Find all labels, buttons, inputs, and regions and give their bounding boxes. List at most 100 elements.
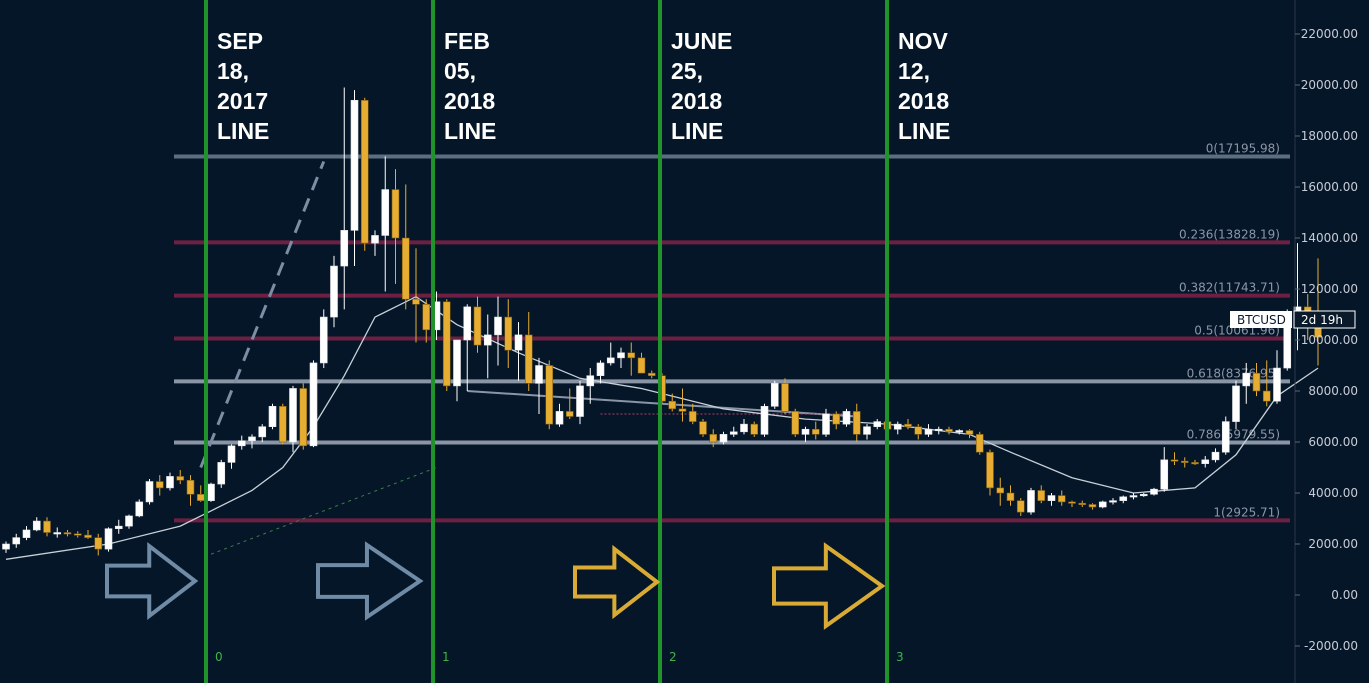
vertical-line-title-2-3: LINE: [671, 118, 723, 144]
candle-body-8: [84, 534, 92, 538]
candle-10: [104, 527, 113, 552]
vertical-line-title-2-1: 25,: [671, 58, 703, 84]
candle-114: [1170, 452, 1179, 465]
candle-101: [1037, 485, 1046, 504]
candle-body-122: [1252, 372, 1261, 392]
candle-112: [1150, 487, 1158, 496]
candle-body-49: [504, 316, 513, 351]
candle-body-88: [904, 423, 912, 427]
candle-body-78: [801, 428, 810, 435]
vertical-line-title-2-2: 2018: [671, 88, 722, 114]
candle-107: [1098, 500, 1107, 509]
candle-body-56: [576, 385, 584, 417]
candle-body-123: [1262, 390, 1271, 402]
candle-body-121: [1242, 372, 1251, 387]
candle-body-89: [914, 426, 923, 435]
candle-body-3: [32, 520, 41, 531]
candle-body-27: [278, 405, 287, 443]
candle-body-110: [1129, 495, 1138, 498]
candle-20: [207, 482, 215, 502]
candle-81: [832, 411, 841, 430]
candle-body-31: [319, 316, 328, 364]
candle-21: [217, 459, 226, 488]
candle-0: [2, 541, 10, 553]
candle-56: [576, 380, 584, 425]
candle-58: [596, 360, 605, 384]
candle-body-63: [647, 372, 656, 376]
candle-41: [422, 299, 431, 343]
candle-61: [627, 342, 636, 376]
price-tick-label-12: -2000.00: [1304, 639, 1358, 653]
candle-40: [412, 248, 420, 343]
candle-body-97: [996, 487, 1005, 494]
candle-92: [945, 426, 953, 435]
candle-body-76: [781, 383, 789, 412]
candle-body-104: [1068, 501, 1076, 504]
candle-body-36: [371, 235, 379, 244]
candle-91: [934, 426, 943, 435]
arrow-annotation-3: [772, 542, 886, 630]
arrow-annotation-2: [573, 544, 661, 620]
fib-level-label-6: 1(2925.71): [1213, 505, 1280, 519]
candle-body-61: [627, 352, 636, 359]
candle-67: [688, 403, 697, 425]
candle-88: [904, 419, 912, 430]
candle-body-29: [299, 388, 308, 447]
price-tick-label-2: 18000.00: [1301, 129, 1358, 143]
candle-70: [719, 431, 728, 445]
candle-body-111: [1139, 493, 1148, 497]
candle-body-73: [750, 423, 759, 435]
candle-36: [371, 230, 379, 256]
candle-71: [729, 426, 738, 437]
candle-body-91: [934, 428, 943, 432]
vertical-line-index-2: 2: [669, 650, 677, 664]
candle-25: [258, 424, 267, 442]
candle-body-107: [1098, 501, 1107, 508]
candle-body-53: [545, 365, 554, 425]
candle-43: [442, 299, 451, 391]
candle-103: [1057, 490, 1066, 506]
vertical-line-title-1-1: 05,: [444, 58, 476, 84]
candle-body-84: [863, 426, 871, 435]
candle-body-108: [1109, 500, 1117, 503]
candle-1: [12, 533, 21, 548]
candle-104: [1068, 500, 1076, 508]
candle-body-47: [483, 334, 492, 346]
candle-body-37: [381, 189, 390, 236]
candle-117: [1201, 456, 1210, 468]
vertical-date-lines[interactable]: SEP 18, 2017 LINE 0 FEB 05, 2018 LINE 1 JUNE 25, 201…: [204, 0, 950, 683]
candle-31: [319, 309, 328, 369]
candle-28: [289, 385, 297, 453]
candle-body-82: [842, 411, 851, 425]
candle-106: [1088, 503, 1097, 510]
candle-74: [760, 403, 769, 437]
candle-body-87: [893, 423, 902, 430]
price-tick-label-8: 6000.00: [1308, 435, 1358, 449]
dotted-support-line: [210, 467, 437, 555]
candle-116: [1191, 459, 1199, 465]
candle-body-34: [350, 100, 359, 231]
candle-body-103: [1057, 495, 1066, 503]
candle-body-20: [207, 483, 215, 501]
candle-79: [811, 421, 820, 440]
candle-body-32: [330, 265, 338, 318]
candle-46: [473, 296, 482, 353]
candle-27: [278, 403, 287, 445]
candle-62: [637, 352, 646, 374]
candle-body-57: [586, 375, 595, 387]
candle-34: [350, 90, 359, 267]
candle-body-72: [740, 423, 748, 433]
candle-body-95: [975, 434, 984, 453]
price-axis[interactable]: 22000.00 20000.00 18000.00 16000.00 14000.00…: [1294, 0, 1358, 683]
candle-body-65: [668, 400, 677, 410]
candle-23: [237, 435, 246, 450]
candle-body-35: [360, 100, 369, 244]
candle-124: [1273, 350, 1281, 404]
candle-body-94: [965, 430, 974, 435]
candle-body-59: [606, 357, 615, 364]
candle-6: [63, 529, 72, 537]
candle-82: [842, 408, 851, 427]
candle-body-13: [135, 501, 144, 517]
candle-87: [893, 421, 902, 435]
